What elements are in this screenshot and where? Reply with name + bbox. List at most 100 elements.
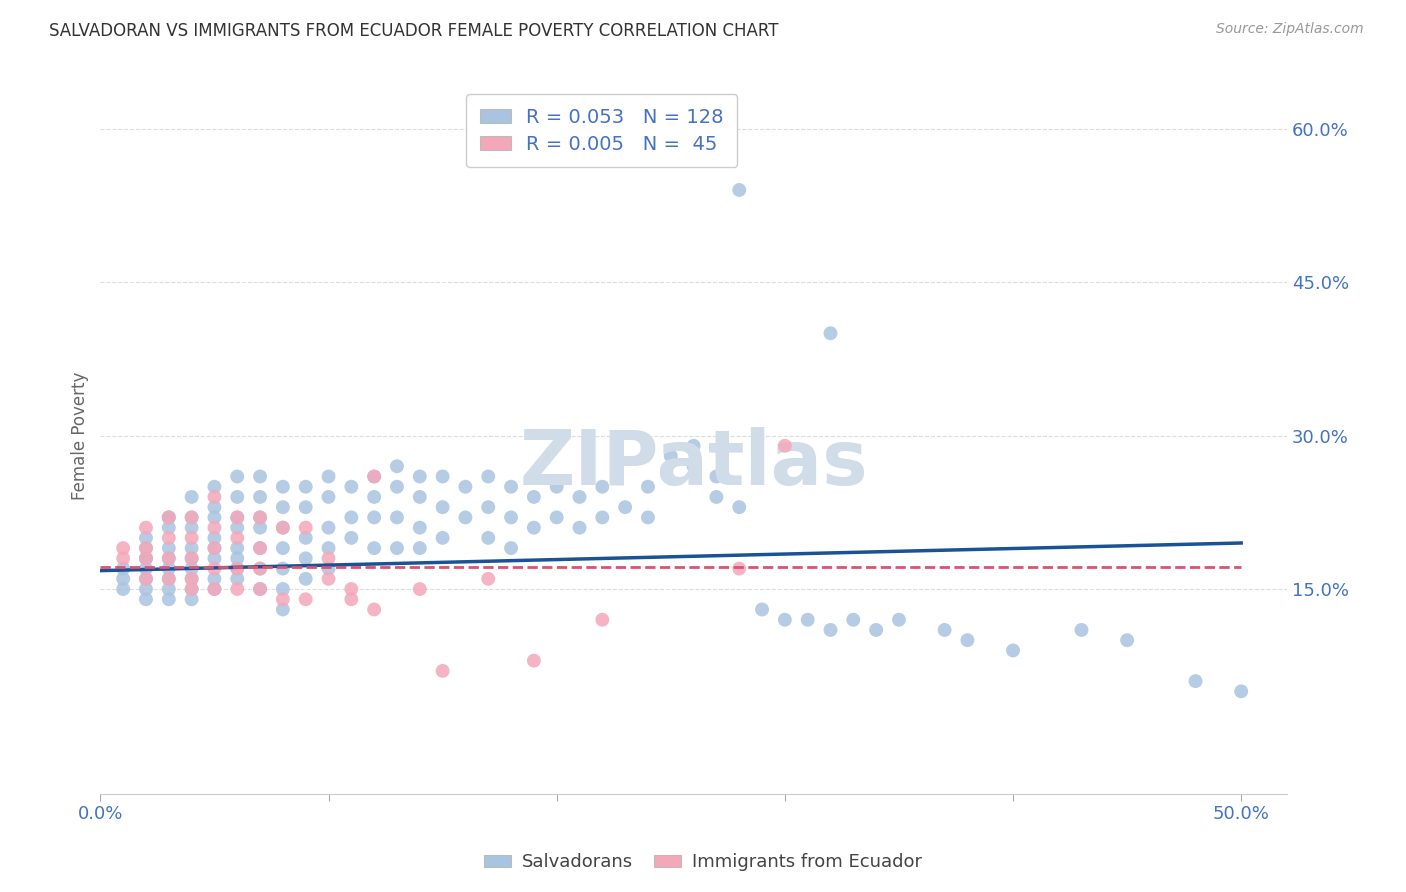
Point <box>363 469 385 483</box>
Point <box>180 582 202 596</box>
Point <box>226 490 249 504</box>
Point <box>204 572 226 586</box>
Point <box>180 541 202 555</box>
Point <box>157 582 180 596</box>
Point <box>637 510 659 524</box>
Point <box>135 551 157 566</box>
Point <box>477 572 499 586</box>
Point <box>294 592 316 607</box>
Point <box>706 490 728 504</box>
Point <box>499 510 522 524</box>
Point <box>432 500 454 515</box>
Point <box>1070 623 1092 637</box>
Point <box>294 551 316 566</box>
Legend: Salvadorans, Immigrants from Ecuador: Salvadorans, Immigrants from Ecuador <box>477 847 929 879</box>
Point <box>249 582 271 596</box>
Point <box>271 480 294 494</box>
Point <box>385 541 408 555</box>
Point <box>135 582 157 596</box>
Point <box>204 521 226 535</box>
Point <box>249 469 271 483</box>
Point <box>180 561 202 575</box>
Point <box>340 592 363 607</box>
Point <box>204 541 226 555</box>
Point <box>432 664 454 678</box>
Point <box>249 582 271 596</box>
Point <box>591 480 613 494</box>
Point <box>157 510 180 524</box>
Point <box>934 623 956 637</box>
Point <box>204 510 226 524</box>
Point <box>477 531 499 545</box>
Text: SALVADORAN VS IMMIGRANTS FROM ECUADOR FEMALE POVERTY CORRELATION CHART: SALVADORAN VS IMMIGRANTS FROM ECUADOR FE… <box>49 22 779 40</box>
Point <box>271 521 294 535</box>
Point <box>682 439 704 453</box>
Point <box>226 582 249 596</box>
Point <box>318 541 340 555</box>
Point <box>271 582 294 596</box>
Point <box>180 490 202 504</box>
Point <box>523 521 546 535</box>
Point <box>157 551 180 566</box>
Point <box>454 480 477 494</box>
Point <box>204 582 226 596</box>
Point <box>135 541 157 555</box>
Point <box>204 551 226 566</box>
Text: Source: ZipAtlas.com: Source: ZipAtlas.com <box>1216 22 1364 37</box>
Point <box>568 490 591 504</box>
Point <box>157 561 180 575</box>
Point <box>204 541 226 555</box>
Legend: R = 0.053   N = 128, R = 0.005   N =  45: R = 0.053 N = 128, R = 0.005 N = 45 <box>465 95 737 168</box>
Point <box>409 490 432 504</box>
Point <box>887 613 910 627</box>
Point <box>728 183 751 197</box>
Point <box>340 582 363 596</box>
Point <box>523 654 546 668</box>
Point <box>157 521 180 535</box>
Point <box>271 521 294 535</box>
Point <box>340 480 363 494</box>
Point <box>385 480 408 494</box>
Point <box>204 490 226 504</box>
Point <box>249 541 271 555</box>
Point <box>477 500 499 515</box>
Point <box>546 510 568 524</box>
Point <box>249 490 271 504</box>
Point <box>409 582 432 596</box>
Point <box>409 469 432 483</box>
Point <box>249 561 271 575</box>
Point <box>318 521 340 535</box>
Point <box>180 531 202 545</box>
Point <box>226 572 249 586</box>
Point <box>318 572 340 586</box>
Point <box>180 592 202 607</box>
Point <box>385 459 408 474</box>
Point <box>204 500 226 515</box>
Point <box>294 531 316 545</box>
Point <box>271 500 294 515</box>
Point <box>226 561 249 575</box>
Point <box>226 469 249 483</box>
Point <box>249 510 271 524</box>
Point <box>271 541 294 555</box>
Point <box>180 551 202 566</box>
Point <box>294 500 316 515</box>
Point <box>157 510 180 524</box>
Point <box>363 469 385 483</box>
Point <box>180 510 202 524</box>
Point <box>157 510 180 524</box>
Point <box>820 326 842 341</box>
Point <box>773 439 796 453</box>
Point <box>112 582 135 596</box>
Point <box>385 510 408 524</box>
Point <box>135 551 157 566</box>
Point <box>773 613 796 627</box>
Point <box>157 531 180 545</box>
Point <box>226 551 249 566</box>
Point <box>226 531 249 545</box>
Point <box>157 572 180 586</box>
Point <box>956 633 979 648</box>
Point <box>226 521 249 535</box>
Point <box>294 572 316 586</box>
Point <box>637 480 659 494</box>
